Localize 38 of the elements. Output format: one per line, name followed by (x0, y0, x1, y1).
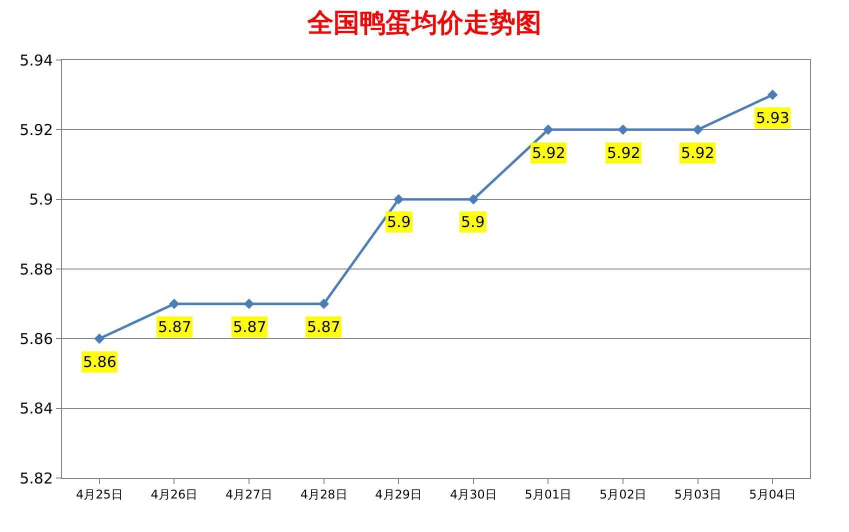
y-tick-label: 5.94 (20, 51, 53, 70)
data-label: 5.9 (461, 213, 485, 231)
x-tick-label: 5月04日 (749, 487, 796, 502)
point (169, 298, 180, 310)
x-tick-label: 4月27日 (226, 487, 272, 502)
point (393, 194, 404, 205)
data-label: 5.87 (233, 318, 266, 336)
data-label: 5.86 (83, 353, 116, 371)
x-tick-label: 4月26日 (150, 487, 198, 502)
x-tick-label: 5月03日 (674, 487, 722, 502)
x-tick-label: 4月29日 (375, 487, 422, 502)
point (543, 124, 554, 135)
y-tick-label: 5.84 (20, 400, 53, 418)
point (318, 298, 329, 310)
x-tick-label: 4月28日 (300, 487, 348, 502)
data-label: 5.9 (387, 213, 411, 231)
x-tick-label: 5月02日 (600, 487, 646, 502)
data-label: 5.93 (756, 109, 790, 127)
data-label: 5.92 (532, 144, 566, 162)
y-tick-label: 5.92 (20, 120, 53, 139)
data-label: 5.87 (307, 318, 340, 336)
point (468, 194, 479, 205)
point (767, 90, 778, 100)
point (94, 333, 105, 344)
y-tick-label: 5.9 (29, 190, 53, 209)
point (244, 298, 254, 310)
data-label: 5.92 (607, 144, 640, 162)
data-label: 5.87 (158, 318, 192, 336)
y-tick-label: 5.82 (20, 469, 53, 488)
x-tick-label: 4月25日 (76, 487, 123, 502)
point (692, 124, 703, 135)
y-tick-label: 5.88 (20, 260, 53, 278)
x-tick-label: 4月30日 (450, 487, 497, 502)
data-label: 5.92 (681, 144, 714, 162)
chart-title: 全国鸭蛋均价走势图 (306, 8, 542, 38)
point (618, 124, 628, 135)
y-tick-label: 5.86 (20, 330, 53, 348)
x-tick-label: 5月01日 (524, 487, 572, 502)
